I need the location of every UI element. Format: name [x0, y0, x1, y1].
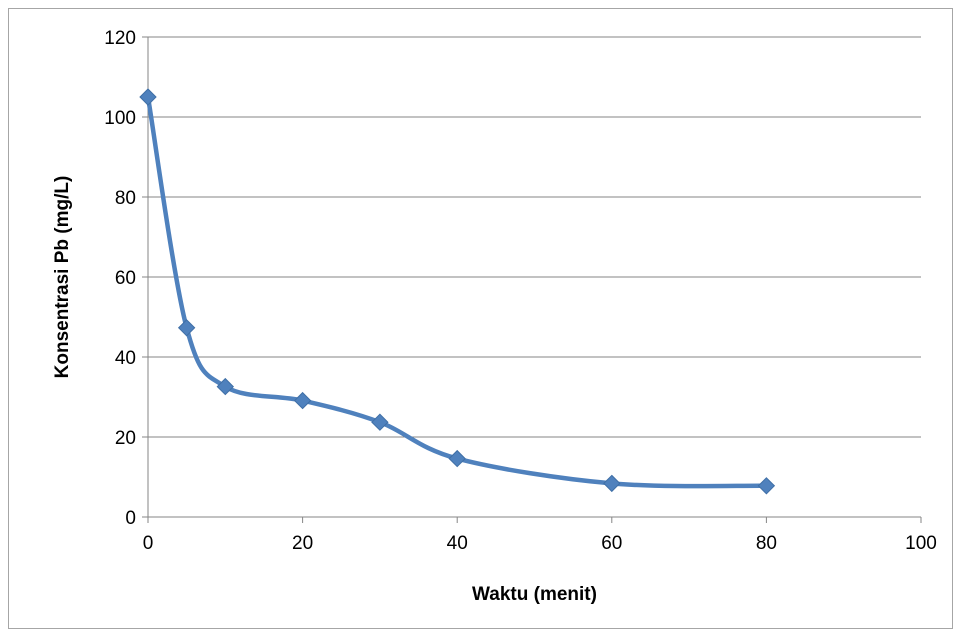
data-point-marker: [757, 477, 776, 495]
y-tick-label: 60: [115, 268, 136, 289]
gridlines: [148, 36, 921, 438]
data-point-marker: [371, 413, 389, 431]
x-tick-label: 0: [143, 533, 154, 554]
x-tick-label: 40: [447, 533, 468, 554]
data-point-marker: [603, 474, 621, 493]
x-axis-title: Waktu (menit): [472, 584, 597, 605]
y-tick-label: 0: [125, 508, 136, 529]
series-group: [139, 88, 776, 495]
y-axis-title: Konsentrasi Pb (mg/L): [52, 176, 73, 379]
y-tick-label: 100: [104, 108, 136, 129]
data-point-marker: [177, 319, 196, 337]
x-tick-label: 20: [292, 533, 313, 554]
y-tick-label: 120: [104, 28, 136, 49]
series-line: [145, 94, 769, 489]
x-tick-label: 60: [601, 533, 622, 554]
y-tick-label: 80: [115, 188, 136, 209]
axes: [142, 36, 922, 523]
chart-frame: [8, 8, 953, 629]
y-tick-label: 40: [115, 348, 136, 369]
x-tick-label: 80: [756, 533, 777, 554]
data-point-marker: [448, 449, 466, 468]
y-tick-labels: 0 20 40 60 80 100 120: [104, 28, 136, 529]
x-tick-label: 100: [905, 533, 937, 554]
data-point-marker: [216, 377, 235, 396]
data-point-marker: [293, 391, 312, 410]
data-point-marker: [139, 88, 157, 106]
x-tick-labels: 0 20 40 60 80 100: [143, 533, 937, 554]
y-tick-label: 20: [115, 428, 136, 449]
